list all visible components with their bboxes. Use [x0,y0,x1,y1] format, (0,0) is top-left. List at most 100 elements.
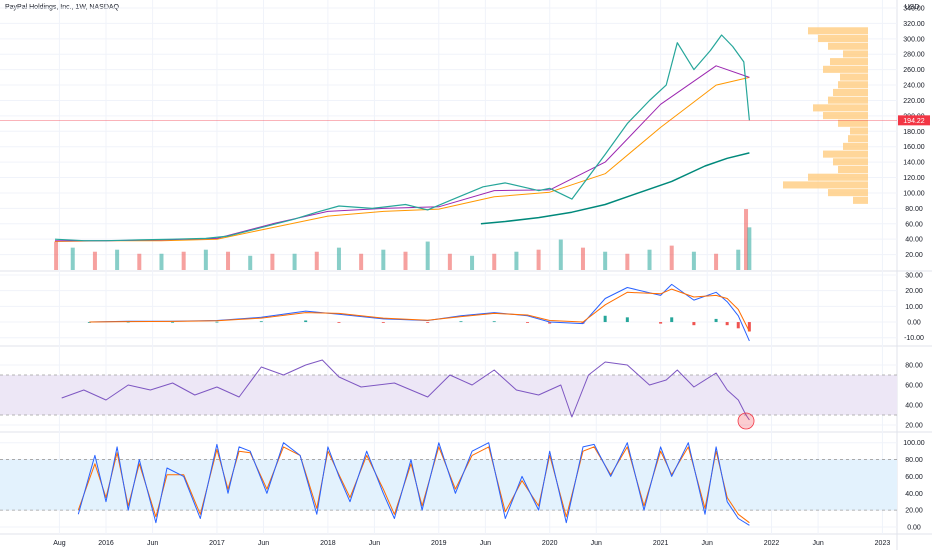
rsi-band [0,375,897,415]
macd-histogram-bar [426,322,430,323]
stochastic-y-tick-label: 60.00 [905,474,923,481]
macd-histogram-bar [714,318,718,323]
volume-profile-bar [818,34,868,43]
price-y-tick-label: 180.00 [903,129,925,136]
volume-profile-bar [823,112,868,120]
time-axis-label: Jun [702,540,713,547]
volume-bar [425,241,430,270]
rsi-oversold-marker [737,412,755,430]
time-axis-label: Jun [147,540,158,547]
macd-histogram-bar [259,321,263,323]
volume-bar [669,245,674,270]
stochastic-y-tick-label: 100.00 [903,440,925,447]
price-line [54,34,750,242]
macd-y-tick-label: 0.00 [907,320,921,327]
stochastic-y-tick-label: 80.00 [905,457,923,464]
time-axis-label: Jun [812,540,823,547]
volume-bar [359,253,364,270]
volume-bar [647,249,652,270]
macd-histogram-bar [526,322,530,323]
volume-profile-bar [853,196,868,204]
time-axis-label: 2017 [209,540,225,547]
macd-histogram-bar [725,322,729,326]
price-y-tick-label: 100.00 [903,190,925,197]
macd-line [89,283,750,342]
macd-histogram-bar [381,322,385,323]
volume-bar [159,253,164,270]
rsi-y-tick-label: 20.00 [905,423,923,430]
volume-bar [181,251,186,270]
volume-profile-bar [828,96,868,104]
volume-bar [92,251,97,270]
volume-bar [470,255,475,270]
volume-bar [514,251,519,270]
time-axis-label: Aug [53,540,66,547]
volume-profile-bar [828,42,868,50]
stochastic-y-tick-label: 0.00 [907,524,921,531]
volume-bar [625,253,630,270]
volume-profile-bar [813,104,868,112]
volume-bar [691,251,696,270]
moving-average-long-line [480,152,750,225]
macd-histogram-bar [603,315,607,323]
volume-bar [137,253,142,270]
macd-histogram-bar [337,322,341,323]
volume-profile-bar [808,173,868,181]
volume-bar [336,247,341,270]
time-axis-label: Jun [369,540,380,547]
time-axis-label: Jun [258,540,269,547]
price-y-tick-label: 280.00 [903,52,925,59]
price-y-tick-label: 80.00 [905,206,923,213]
price-y-tick-label: 140.00 [903,160,925,167]
price-y-tick-label: 20.00 [905,252,923,259]
volume-bar [714,253,719,270]
time-axis-label: 2022 [764,540,780,547]
macd-histogram-bar [692,322,696,326]
price-y-tick-label: 120.00 [903,175,925,182]
time-axis-label: 2023 [875,540,891,547]
volume-bar [580,247,585,270]
macd-histogram-bar [581,322,585,324]
macd-histogram-bar [747,322,751,332]
volume-profile-bar [838,165,868,174]
rsi-y-tick-label: 40.00 [905,403,923,410]
volume-bar [314,251,319,270]
stochastic-y-tick-label: 40.00 [905,491,923,498]
time-axis-label: Jun [591,540,602,547]
volume-bar [492,253,497,270]
macd-y-tick-label: 30.00 [905,273,923,280]
volume-profile-bar [828,189,868,197]
volume-bar [54,241,59,270]
time-axis-label: 2018 [320,540,336,547]
volume-profile-bar [823,150,868,158]
volume-bar [744,209,749,270]
price-y-tick-label: 320.00 [903,21,925,28]
time-axis-label: 2020 [542,540,558,547]
last-price-label: 194.22 [903,118,925,125]
volume-profile-bar [833,158,868,166]
moving-average-slow-line [54,76,750,242]
volume-profile-bar [850,127,868,135]
macd-histogram-bar [126,321,130,323]
volume-profile-bar [830,58,868,66]
volume-profile-bar [783,181,868,189]
currency-label: USD [905,4,920,11]
price-y-tick-label: 260.00 [903,67,925,74]
time-axis-label: Jun [480,540,491,547]
macd-histogram-bar [492,321,496,323]
volume-bar [270,253,275,270]
macd-y-tick-label: 20.00 [905,288,923,295]
time-axis-label: 2019 [431,540,447,547]
price-y-tick-label: 60.00 [905,221,923,228]
volume-bar [226,251,231,270]
macd-histogram-bar [625,317,629,323]
signal-line [89,288,750,332]
macd-histogram-bar [87,322,91,323]
time-axis-label: 2021 [653,540,669,547]
volume-bar [292,253,297,270]
last-price-tag [898,115,930,126]
stochastic-k-line [77,442,750,526]
stochastic-y-tick-label: 20.00 [905,508,923,515]
volume-bar [381,249,386,270]
volume-profile-bar [840,73,868,81]
